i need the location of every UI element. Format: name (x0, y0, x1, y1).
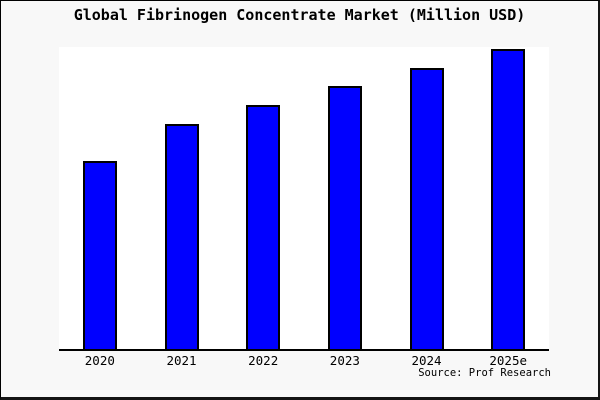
source-credit: Source: Prof Research (418, 367, 551, 379)
bar-2025e (491, 49, 526, 349)
bar-slot-2023 (304, 86, 386, 349)
x-tick-label-2025e: 2025e (489, 353, 528, 368)
chart-title: Global Fibrinogen Concentrate Market (Mi… (73, 6, 526, 24)
bar-2020 (82, 161, 117, 349)
x-tick-label-2021: 2021 (166, 353, 197, 368)
bar-2022 (246, 105, 281, 349)
x-tick-label-2022: 2022 (248, 353, 279, 368)
bar-2024 (409, 68, 444, 349)
bar-slot-2021 (141, 124, 223, 349)
x-tick-label-2023: 2023 (329, 353, 360, 368)
bar-slot-2024 (386, 68, 468, 349)
bar-2023 (327, 86, 362, 349)
plot-area (59, 47, 549, 351)
bar-2021 (164, 124, 199, 349)
x-tick-label-2020: 2020 (84, 353, 115, 368)
x-tick-label-2024: 2024 (411, 353, 442, 368)
x-axis-labels: 2020 2021 2022 2023 2024 2025e (59, 353, 549, 368)
bar-slot-2020 (59, 161, 141, 349)
bar-slot-2025e (467, 49, 549, 349)
bar-slot-2022 (222, 105, 304, 349)
